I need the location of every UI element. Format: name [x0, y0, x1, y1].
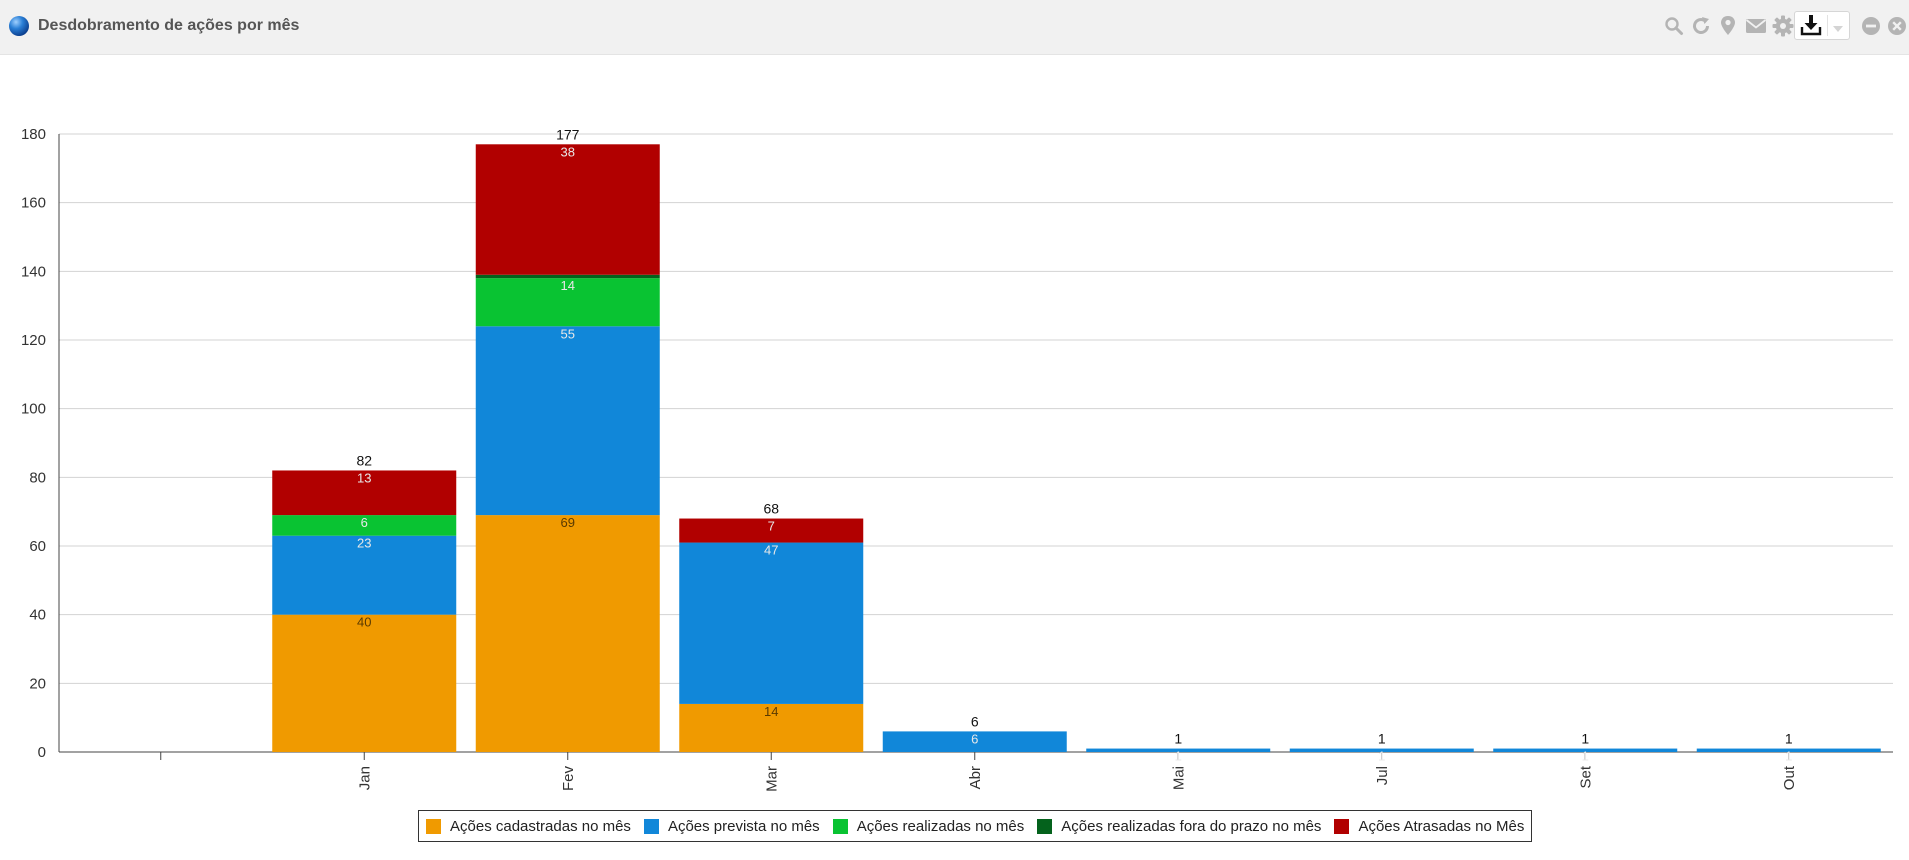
- y-tick-label: 120: [21, 332, 46, 349]
- legend-swatch: [1037, 818, 1053, 834]
- legend-swatch: [1334, 818, 1350, 834]
- panel-title: Desdobramento de ações por mês: [38, 17, 300, 34]
- y-tick-label: 40: [29, 607, 46, 624]
- bar-segment[interactable]: [679, 518, 864, 543]
- panel-header: Desdobramento de ações por mês: [0, 0, 1909, 55]
- bar-segment[interactable]: [272, 470, 457, 516]
- gear-icon[interactable]: [1771, 14, 1795, 38]
- y-tick-label: 140: [21, 263, 46, 280]
- chart-legend: Ações cadastradas no mês Ações prevista n…: [418, 810, 1532, 842]
- x-tick-label: Jul: [1374, 766, 1391, 785]
- total-label: 6: [971, 713, 979, 729]
- legend-swatch: [832, 818, 848, 834]
- y-tick-label: 160: [21, 195, 46, 212]
- legend-item[interactable]: Ações cadastradas no mês: [426, 818, 631, 835]
- bar-segment[interactable]: [475, 326, 660, 516]
- total-label: 82: [356, 452, 372, 468]
- data-label: 14: [764, 704, 778, 719]
- chevron-down-icon[interactable]: [1832, 21, 1844, 39]
- export-button[interactable]: [1794, 11, 1850, 40]
- data-label: 40: [357, 615, 371, 630]
- bar-segment[interactable]: [475, 515, 660, 752]
- stacked-bar-chart: 0 20 40 60 80 100 120 140 160 180 Jan 40 23 6 13 82 Fev 6…: [21, 126, 1893, 792]
- total-label: 68: [763, 501, 779, 517]
- bar-segment[interactable]: [1289, 748, 1474, 752]
- total-label: 1: [1174, 731, 1182, 747]
- x-tick-label: Fev: [560, 766, 577, 792]
- total-label: 1: [1785, 731, 1793, 747]
- data-label: 69: [561, 515, 575, 530]
- minimize-icon[interactable]: [1859, 14, 1883, 38]
- bar-segment[interactable]: [272, 614, 457, 752]
- legend-swatch: [643, 818, 659, 834]
- legend-label: Ações Atrasadas no Mês: [1358, 817, 1525, 835]
- data-label: 6: [361, 515, 368, 530]
- x-tick-label: Jan: [356, 766, 373, 790]
- data-label: 13: [357, 470, 371, 485]
- bar-segment[interactable]: [679, 542, 864, 704]
- bar-segment[interactable]: [679, 703, 864, 752]
- legend-label: Ações realizadas no mês: [856, 817, 1025, 835]
- legend-item[interactable]: Ações realizadas fora do prazo no mês: [1037, 818, 1321, 835]
- data-label: 38: [561, 144, 575, 159]
- data-label: 1: [1378, 749, 1385, 764]
- download-icon: [1800, 14, 1822, 41]
- data-label: 1: [1175, 749, 1182, 764]
- y-tick-label: 20: [29, 675, 46, 692]
- data-label: 47: [764, 543, 778, 558]
- x-tick-label: Mai: [1170, 766, 1187, 790]
- x-tick-label: Out: [1781, 765, 1798, 790]
- legend-item[interactable]: Ações Atrasadas no Mês: [1334, 818, 1524, 835]
- data-label: 14: [561, 278, 575, 293]
- globe-icon: [9, 16, 29, 36]
- total-label: 1: [1581, 731, 1589, 747]
- bar-segment[interactable]: [475, 144, 660, 275]
- x-tick-label: Mar: [763, 766, 780, 792]
- refresh-icon[interactable]: [1689, 14, 1713, 38]
- total-label: 177: [556, 126, 580, 142]
- bar-segment[interactable]: [475, 274, 660, 279]
- y-tick-label: 100: [21, 401, 46, 418]
- bar-segment[interactable]: [1086, 748, 1271, 752]
- data-label: 1: [1785, 749, 1792, 764]
- legend-label: Ações cadastradas no mês: [450, 817, 631, 835]
- data-label: 23: [357, 536, 371, 551]
- map-pin-icon[interactable]: [1716, 14, 1740, 38]
- legend-label: Ações realizadas fora do prazo no mês: [1061, 817, 1322, 835]
- legend-label: Ações prevista no mês: [667, 817, 820, 835]
- total-label: 1: [1378, 731, 1386, 747]
- search-icon[interactable]: [1662, 14, 1686, 38]
- legend-swatch: [426, 818, 441, 834]
- x-tick-label: Set: [1577, 765, 1594, 788]
- bar-segment[interactable]: [475, 278, 660, 327]
- legend-item[interactable]: Ações prevista no mês: [643, 817, 820, 835]
- y-tick-label: 60: [29, 538, 46, 555]
- close-icon[interactable]: [1885, 14, 1909, 38]
- data-label: 6: [971, 731, 978, 746]
- bar-segment[interactable]: [272, 535, 457, 615]
- y-tick-label: 80: [29, 469, 46, 486]
- bar-segment[interactable]: [882, 731, 1067, 752]
- bar-segment[interactable]: [272, 515, 457, 536]
- x-tick-label: Abr: [967, 766, 984, 789]
- bar-segment[interactable]: [1696, 748, 1881, 752]
- legend-item[interactable]: Ações realizadas no mês: [832, 817, 1025, 835]
- data-label: 7: [768, 519, 775, 534]
- bar-segment[interactable]: [1493, 748, 1678, 752]
- data-label: 55: [561, 326, 575, 341]
- data-label: 1: [1582, 749, 1589, 764]
- mail-icon[interactable]: [1744, 14, 1768, 38]
- y-tick-label: 0: [38, 744, 46, 761]
- y-tick-label: 180: [21, 126, 46, 143]
